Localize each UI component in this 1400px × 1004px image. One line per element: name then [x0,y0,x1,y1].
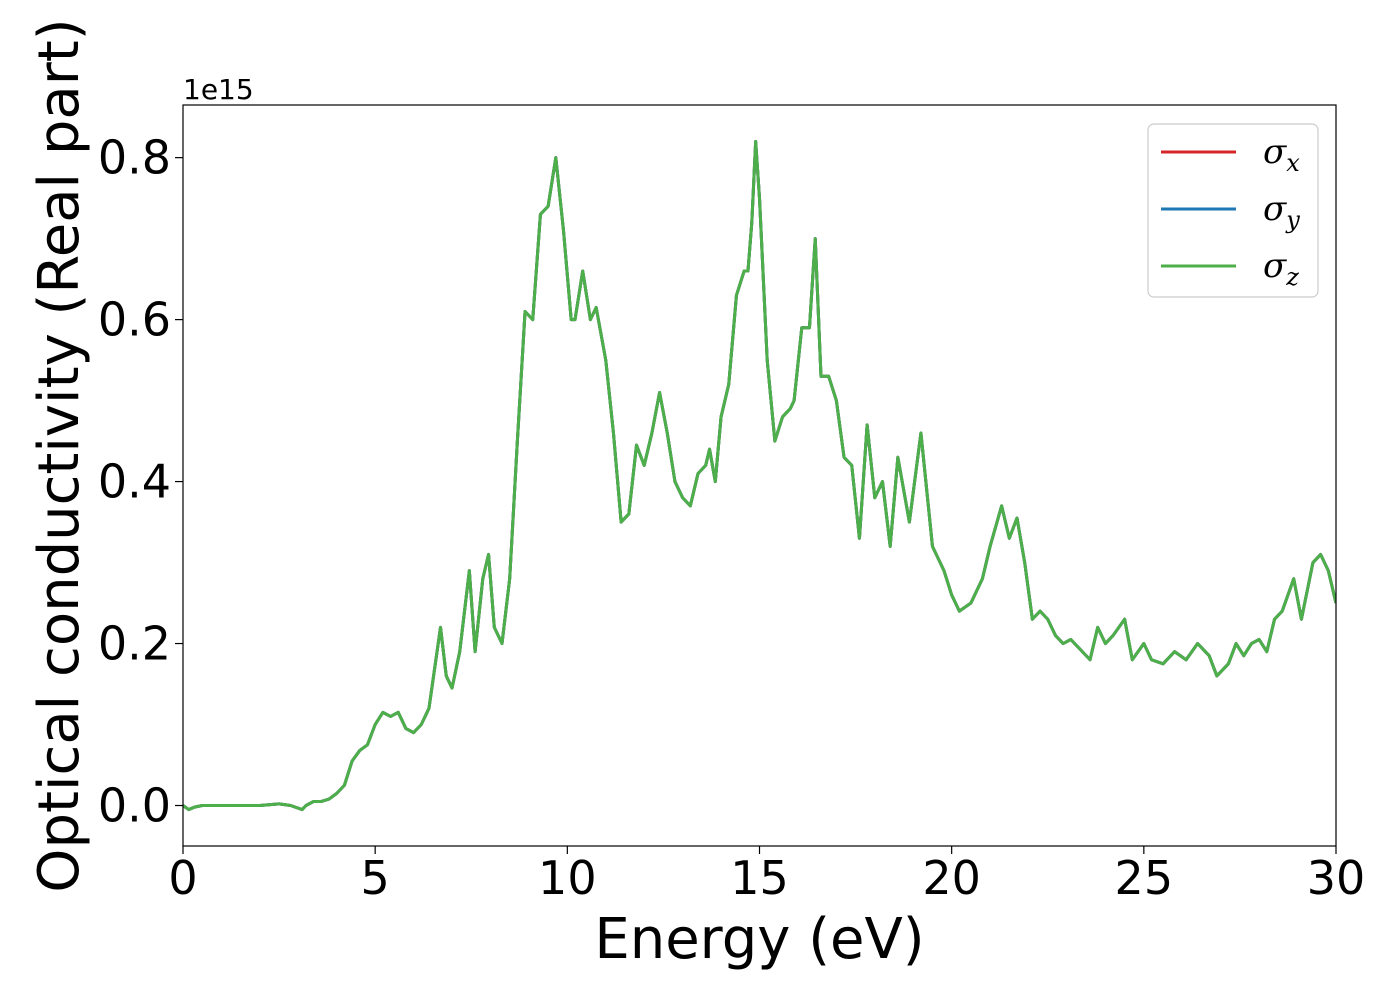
y-tick-label: 0.2 [98,617,171,671]
y-tick-label: 0.8 [98,131,171,185]
y-axis-ticks: 0.0 0.2 0.4 0.6 0.8 [98,131,183,833]
x-tick-label: 30 [1307,851,1366,905]
legend-entry: σx [1263,132,1300,177]
x-tick-label: 0 [168,851,197,905]
y-axis-title: Optical conductivity (Real part) [27,18,92,892]
y-tick-label: 0.6 [98,293,171,347]
x-tick-label: 15 [730,851,789,905]
series-line-3 [183,139,1336,812]
legend: σx σy σz [1147,123,1319,298]
x-tick-label: 10 [538,851,597,905]
x-tick-label: 25 [1115,851,1174,905]
x-axis-ticks: 0 5 10 15 20 25 30 [168,846,1365,905]
y-tick-label: 0.0 [98,779,171,833]
x-tick-label: 20 [922,851,981,905]
y-tick-label: 0.4 [98,455,171,509]
legend-entry: σz [1263,246,1299,291]
x-tick-label: 5 [361,851,390,905]
legend-entry: σy [1263,189,1300,234]
y-axis-offset-text: 1e15 [183,73,254,106]
x-axis-title: Energy (eV) [594,907,924,972]
series-layer [183,139,1336,812]
